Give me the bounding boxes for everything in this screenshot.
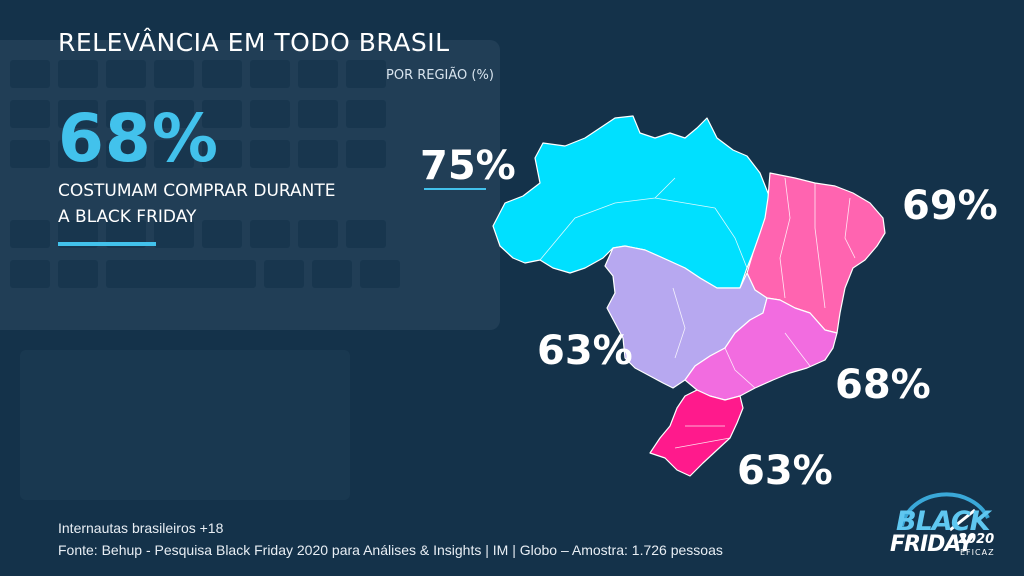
- value-sul: 63%: [737, 448, 833, 494]
- value-sudeste: 68%: [835, 362, 931, 408]
- region-nordeste: [746, 172, 886, 334]
- logo-year: 2020: [958, 532, 995, 547]
- region-norte: [492, 115, 771, 289]
- footnote-source: Fonte: Behup - Pesquisa Black Friday 202…: [58, 542, 723, 558]
- headline-stat: 68%: [58, 100, 219, 177]
- logo-tagline: EFICAZ: [960, 548, 995, 557]
- headline-underline: [58, 242, 156, 246]
- logo-word-black: BLACK: [896, 506, 991, 537]
- value-centro-oeste: 63%: [537, 328, 633, 374]
- headline-caption: COSTUMAM COMPRAR DURANTE A BLACK FRIDAY: [58, 178, 388, 230]
- speedometer-icon: [900, 492, 990, 532]
- footnote-population: Internautas brasileiros +18: [58, 520, 224, 536]
- headline-caption-line-2: A BLACK FRIDAY: [58, 207, 197, 227]
- laptop-background-image: [0, 40, 500, 330]
- logo-word-friday: FRIDAY: [890, 532, 974, 557]
- value-norte-underline: [424, 188, 486, 190]
- region-sudeste: [684, 297, 838, 401]
- black-friday-logo: BLACK FRIDAY 2020 EFICAZ: [880, 488, 1010, 572]
- region-sul: [649, 389, 744, 477]
- map-subtitle: POR REGIÃO (%): [386, 68, 494, 83]
- value-norte: 75%: [420, 143, 516, 189]
- brazil-region-map: [492, 115, 886, 477]
- page-title: RELEVÂNCIA EM TODO BRASIL: [58, 28, 450, 57]
- headline-caption-line-1: COSTUMAM COMPRAR DURANTE: [58, 181, 336, 201]
- value-nordeste: 69%: [902, 183, 998, 229]
